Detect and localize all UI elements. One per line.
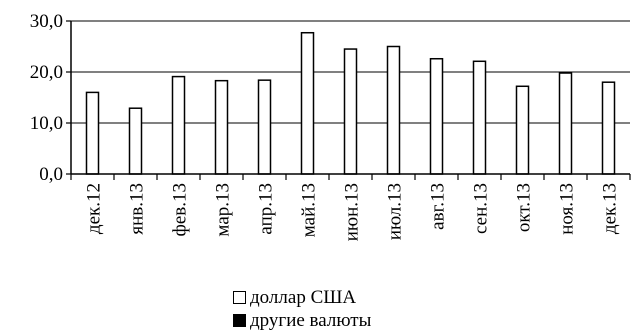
bar-usd xyxy=(558,72,573,175)
bar-usd xyxy=(601,81,616,175)
x-axis-ticks: дек.12 янв.13 фев.13 мар.13 апр.13 май.13 июн.… xyxy=(70,174,631,241)
y-tick-label: 0,0 xyxy=(39,164,63,185)
x-tick-label: сен.13 xyxy=(471,183,492,234)
bar-usd xyxy=(472,60,487,175)
legend-item-other: другие валюты xyxy=(233,309,371,332)
bar-usd xyxy=(257,79,272,175)
bar-usd xyxy=(171,75,186,175)
x-tick-label: авг.13 xyxy=(428,183,449,230)
x-tick-label: дек.12 xyxy=(84,183,105,234)
legend-label-other: другие валюты xyxy=(250,309,372,331)
y-axis-ticks: 0,0 10,0 20,0 30,0 xyxy=(30,11,71,185)
bar-usd xyxy=(343,48,358,175)
y-tick-label: 20,0 xyxy=(30,62,63,83)
legend-label-usd: доллар США xyxy=(250,286,357,308)
bars xyxy=(85,31,616,175)
legend-swatch-other xyxy=(233,314,246,327)
x-tick-label: апр.13 xyxy=(256,183,277,235)
bar-usd xyxy=(515,85,530,175)
bar-usd xyxy=(386,45,401,175)
x-tick-label: фев.13 xyxy=(170,183,191,236)
legend-swatch-usd xyxy=(233,291,246,304)
bar-usd xyxy=(85,91,100,175)
x-tick-label: май.13 xyxy=(299,183,320,237)
x-tick-label: окт.13 xyxy=(514,183,535,232)
bar-usd xyxy=(300,31,315,175)
bar-usd xyxy=(128,107,143,175)
x-tick-label: дек.13 xyxy=(600,183,621,234)
y-tick-label: 10,0 xyxy=(30,113,63,134)
x-tick-label: ноя.13 xyxy=(557,183,578,235)
y-tick-label: 30,0 xyxy=(30,11,63,32)
x-tick-label: июл.13 xyxy=(385,183,406,240)
bar-usd xyxy=(429,57,444,175)
legend: доллар США другие валюты xyxy=(233,286,371,332)
x-tick-label: янв.13 xyxy=(127,183,148,235)
legend-item-usd: доллар США xyxy=(233,286,371,309)
bar-usd xyxy=(214,79,229,175)
axes xyxy=(70,21,630,175)
x-tick-label: мар.13 xyxy=(213,183,234,237)
x-tick-label: июн.13 xyxy=(342,183,363,241)
